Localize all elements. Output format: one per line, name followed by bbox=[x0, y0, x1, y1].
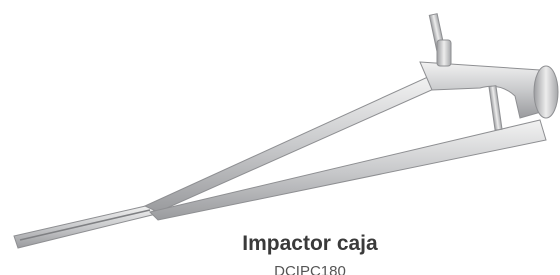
product-code: DCIPC180 bbox=[160, 263, 460, 275]
product-card: Impactor caja DCIPC180 bbox=[0, 0, 560, 275]
product-name: Impactor caja bbox=[160, 232, 460, 256]
